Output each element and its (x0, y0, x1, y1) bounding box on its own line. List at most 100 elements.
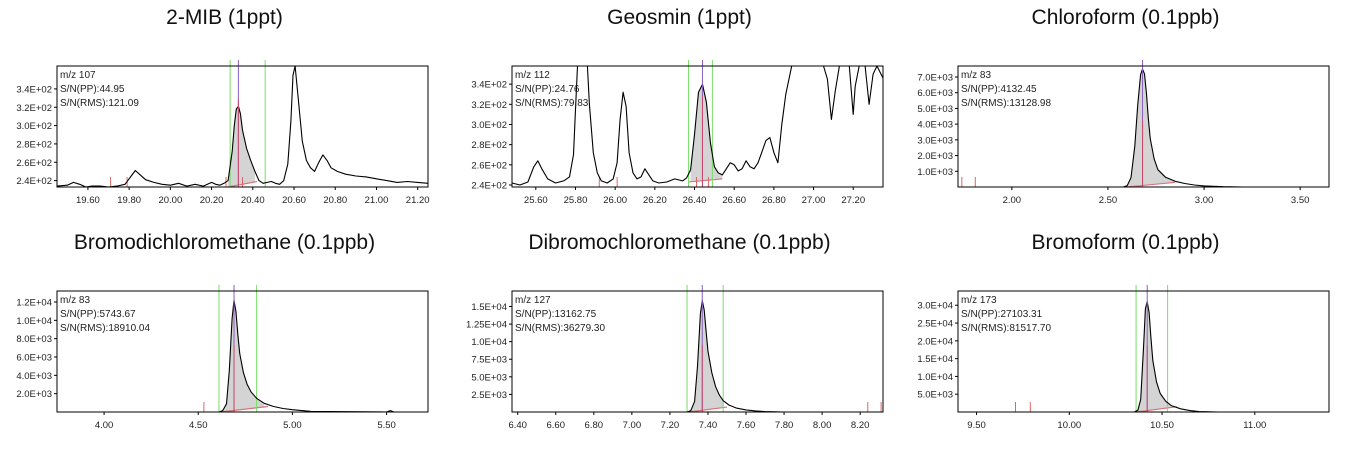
chart-plot-area: 2.4E+02 2.6E+02 2.8E+02 3.0E+02 3.2E+02 3.4E+… (16, 60, 430, 206)
y-tick-label: 7.5E+03 (471, 355, 507, 366)
peak-area-shading (690, 84, 723, 182)
x-tick-label: 26.20 (643, 195, 667, 206)
x-tick-label: 5.00 (283, 420, 302, 431)
x-tick-label: 6.40 (508, 420, 527, 431)
peak-area-shading (690, 300, 724, 412)
signal-info-text: m/z 127 (515, 295, 551, 306)
x-tick-label: 20.60 (282, 195, 306, 206)
y-tick-label: 6.0E+03 (917, 88, 953, 99)
y-tick-label: 3.0E+02 (471, 120, 507, 131)
y-tick-label: 3.0E+02 (16, 121, 52, 132)
x-tick-label: 2.00 (1003, 195, 1022, 206)
y-tick-label: 2.0E+03 (917, 151, 953, 162)
chromatogram-dibromochloromethane: Dibromochloromethane (0.1ppb) 2.5E+03 5.0… (455, 225, 904, 450)
chromatogram-geosmin: Geosmin (1ppt) 2.4E+02 2.6E+02 2.8E+02 3.0E… (455, 0, 904, 225)
x-tick-label: 25.60 (524, 195, 548, 206)
signal-info-text: S/N(PP):44.95 (60, 84, 125, 95)
y-tick-label: 8.0E+03 (16, 334, 52, 345)
y-tick-label: 2.0E+03 (16, 389, 52, 400)
chart-plot-area: 2.0E+03 4.0E+03 6.0E+03 8.0E+03 1.0E+04 1.2E+… (16, 285, 429, 431)
integration-baseline (688, 178, 723, 183)
plot-frame (56, 65, 429, 188)
plot-frame (957, 290, 1330, 413)
x-tick-label: 6.60 (547, 420, 566, 431)
y-tick-label: 2.5E+04 (917, 319, 953, 330)
y-tick-label: 2.0E+04 (917, 336, 953, 347)
x-tick-label: 20.20 (200, 195, 224, 206)
x-tick-label: 4.50 (189, 420, 208, 431)
x-tick-label: 6.80 (585, 420, 604, 431)
x-tick-label: 8.00 (813, 420, 832, 431)
peak-area-shading (222, 300, 265, 412)
x-tick-label: 10.50 (1150, 420, 1174, 431)
signal-info-text: S/N(RMS):18910.04 (60, 323, 150, 334)
x-tick-label: 7.00 (623, 420, 642, 431)
chromatogram-chloroform: Chloroform (0.1ppb) 1.0E+03 2.0E+03 3.0E+0… (901, 0, 1347, 225)
signal-info-text: S/N(RMS):36279.30 (515, 323, 605, 334)
y-tick-label: 3.4E+02 (16, 84, 52, 95)
x-tick-label: 2.50 (1099, 195, 1118, 206)
y-tick-label: 3.2E+02 (16, 103, 52, 114)
x-tick-label: 26.40 (683, 195, 707, 206)
chromatogram-trace (56, 65, 429, 188)
y-tick-label: 6.0E+03 (16, 353, 52, 364)
x-tick-label: 4.00 (95, 420, 114, 431)
chart-plot-area: 1.0E+03 2.0E+03 3.0E+03 4.0E+03 5.0E+03 6.0E+… (917, 60, 1330, 206)
y-tick-label: 3.0E+03 (917, 135, 953, 146)
signal-info-text: S/N(PP):4132.45 (961, 84, 1037, 95)
y-tick-label: 5.0E+03 (471, 372, 507, 383)
integration-baseline (1127, 181, 1176, 188)
chromatogram-trace (213, 299, 395, 413)
x-tick-label: 26.60 (722, 195, 746, 206)
chart-title: 2-MIB (1ppt) (166, 6, 283, 29)
y-tick-label: 1.5E+04 (471, 302, 507, 313)
signal-info-text: S/N(PP):27103.31 (961, 309, 1043, 320)
signal-info-text: S/N(PP):24.76 (515, 84, 580, 95)
y-tick-label: 5.0E+03 (917, 104, 953, 115)
signal-info-text: S/N(PP):13162.75 (515, 309, 597, 320)
signal-info-text: S/N(RMS):121.09 (60, 98, 139, 109)
chart-plot-area: 2.4E+02 2.6E+02 2.8E+02 3.0E+02 3.2E+02 3.4E+… (471, 60, 884, 206)
x-tick-label: 7.80 (775, 420, 794, 431)
integration-baseline (220, 405, 268, 413)
chart-plot-area: 2.5E+03 5.0E+03 7.5E+03 1.0E+04 1.25E+04 1.5E… (466, 285, 884, 431)
y-tick-label: 1.5E+04 (917, 354, 953, 365)
x-tick-label: 5.50 (377, 420, 396, 431)
x-tick-label: 7.60 (737, 420, 756, 431)
y-tick-label: 1.0E+04 (16, 316, 52, 327)
signal-info-text: m/z 107 (60, 70, 96, 81)
integration-baseline (688, 406, 728, 413)
y-tick-label: 5.0E+03 (917, 390, 953, 401)
plot-frame (957, 65, 1330, 188)
y-tick-label: 1.0E+04 (917, 372, 953, 383)
signal-info-text: m/z 112 (515, 70, 550, 81)
y-tick-label: 2.4E+02 (16, 176, 52, 187)
y-tick-label: 4.0E+03 (917, 120, 953, 131)
signal-info-text: S/N(RMS):13128.98 (961, 98, 1051, 109)
integration-baseline (1136, 406, 1177, 413)
y-tick-label: 4.0E+03 (16, 371, 52, 382)
x-tick-label: 21.00 (365, 195, 389, 206)
y-tick-label: 2.6E+02 (471, 160, 507, 171)
y-tick-label: 1.25E+04 (466, 320, 507, 331)
x-tick-label: 10.00 (1057, 420, 1081, 431)
chart-plot-area: 5.0E+03 1.0E+04 1.5E+04 2.0E+04 2.5E+04 3.0E+… (917, 285, 1330, 431)
chart-title: Geosmin (1ppt) (607, 6, 752, 29)
y-tick-label: 2.8E+02 (471, 140, 507, 151)
chart-title: Chloroform (0.1ppb) (1031, 6, 1220, 29)
y-tick-label: 1.0E+04 (471, 337, 507, 348)
chart-title: Bromodichloromethane (0.1ppb) (73, 231, 376, 254)
signal-info-text: m/z 173 (961, 295, 997, 306)
x-tick-label: 19.60 (76, 195, 100, 206)
signal-info-text: S/N(RMS):79.83 (515, 98, 589, 109)
chart-title: Bromoform (0.1ppb) (1031, 231, 1220, 254)
y-tick-label: 2.5E+03 (471, 390, 507, 401)
x-tick-label: 20.80 (323, 195, 347, 206)
plot-frame (56, 290, 429, 413)
x-tick-label: 26.80 (762, 195, 786, 206)
y-tick-label: 2.8E+02 (16, 139, 52, 150)
chart-title: Dibromochloromethane (0.1ppb) (528, 231, 831, 254)
peak-area-shading (1137, 301, 1172, 412)
x-tick-label: 9.50 (967, 420, 986, 431)
y-tick-label: 3.0E+04 (917, 301, 953, 312)
